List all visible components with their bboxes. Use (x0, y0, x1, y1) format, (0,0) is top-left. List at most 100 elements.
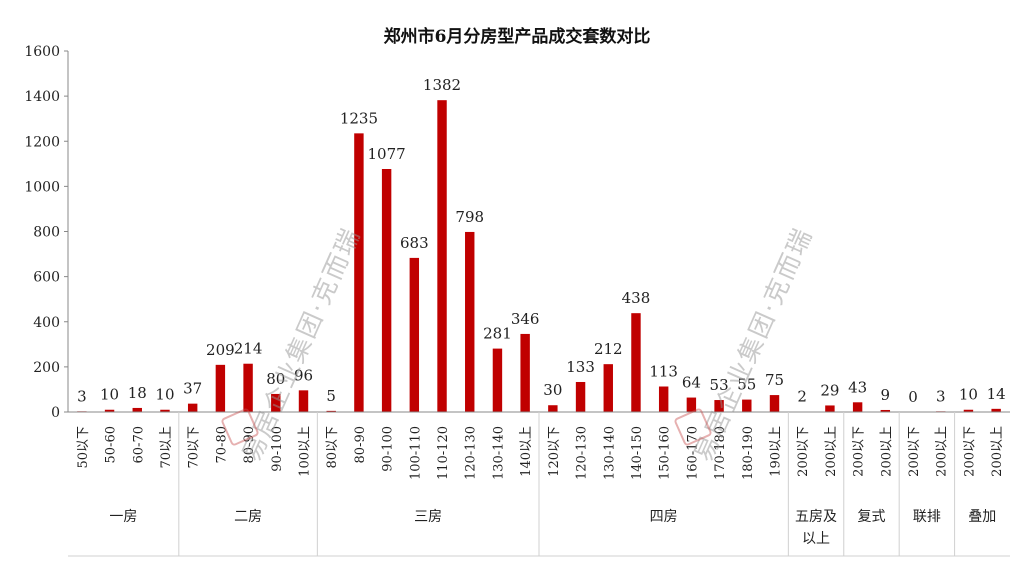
x-category-label: 70以上 (159, 426, 174, 469)
bar (160, 409, 170, 412)
x-category-label: 140以上 (519, 426, 534, 477)
bar (326, 410, 336, 412)
bar (381, 169, 392, 412)
bar (769, 395, 780, 412)
group-label: 五房及 (795, 509, 837, 525)
y-tick-label: 800 (33, 225, 60, 241)
x-category-label: 100-110 (408, 426, 423, 480)
y-tick-label: 600 (33, 270, 60, 286)
x-category-label: 200以上 (824, 426, 839, 477)
bars (77, 100, 1001, 412)
bar (825, 405, 835, 412)
x-category-label: 160-170 (685, 426, 700, 480)
group-label: 复式 (857, 508, 885, 525)
bar (880, 409, 891, 412)
bar (520, 333, 530, 412)
bar (132, 407, 142, 412)
value-label: 209 (206, 341, 235, 359)
value-label: 43 (848, 378, 867, 396)
x-category-label: 200以上 (990, 426, 1005, 477)
value-label: 10 (959, 386, 978, 404)
y-tick-label: 1200 (24, 134, 60, 150)
bar (271, 393, 281, 412)
x-category-label: 100以上 (298, 426, 313, 477)
x-category-label: 70以下 (187, 426, 202, 469)
bar (437, 100, 447, 412)
group-label: 二房 (234, 509, 262, 525)
value-label: 683 (400, 234, 429, 252)
bar (575, 381, 586, 412)
value-label: 10 (100, 386, 119, 404)
value-label: 1077 (368, 145, 406, 163)
y-axis: 0 200 400 600 800 1000 1200 1400 1600 (24, 44, 69, 421)
group-label: 联排 (913, 509, 941, 525)
value-label: 214 (234, 340, 263, 358)
x-category-label: 120以下 (547, 426, 562, 477)
x-category-label: 120-130 (575, 426, 590, 480)
x-category-label: 130-140 (491, 426, 506, 480)
value-label: 10 (155, 386, 174, 404)
value-label: 113 (649, 363, 678, 381)
value-label: 55 (737, 376, 756, 394)
bar (852, 402, 863, 412)
value-label: 281 (483, 325, 512, 343)
x-category-label: 90-100 (270, 426, 285, 472)
bar (963, 409, 974, 412)
value-label: 29 (820, 381, 839, 399)
value-label: 5 (326, 387, 336, 405)
x-category-label: 90-100 (381, 426, 396, 472)
bar (991, 408, 1001, 412)
bar (714, 400, 724, 412)
bar (465, 231, 475, 412)
bar (742, 399, 752, 412)
x-category-label: 140-150 (630, 426, 645, 480)
x-category-label: 70-80 (214, 426, 229, 463)
bar (104, 409, 115, 412)
x-category-label: 80-90 (242, 426, 257, 463)
x-category-label: 200以上 (935, 426, 950, 477)
value-label: 3 (936, 387, 946, 405)
value-label: 30 (543, 381, 562, 399)
value-label: 75 (765, 371, 784, 389)
y-tick-label: 1400 (24, 89, 60, 105)
x-category-label: 180-190 (741, 426, 756, 480)
x-category-label: 110-120 (436, 426, 451, 480)
y-tick-label: 200 (33, 360, 60, 376)
bar (492, 348, 503, 412)
bar (548, 405, 558, 412)
bar (409, 257, 420, 412)
group-label: 叠加 (968, 509, 996, 525)
x-category-label: 200以下 (852, 426, 867, 477)
value-label: 3 (77, 387, 87, 405)
value-label: 14 (987, 385, 1006, 403)
x-category-label: 200以下 (907, 426, 922, 477)
group-label: 三房 (414, 509, 442, 525)
x-category-label: 170-180 (713, 426, 728, 480)
value-label: 346 (511, 310, 540, 328)
x-category-label: 200以上 (879, 426, 894, 477)
y-tick-label: 400 (33, 315, 60, 331)
value-label: 80 (266, 370, 285, 388)
x-category-label: 120-130 (464, 426, 479, 480)
x-category-label: 130-140 (602, 426, 617, 480)
bar (603, 364, 613, 412)
value-label: 438 (622, 289, 651, 307)
x-category-label: 200以下 (796, 426, 811, 477)
value-label: 18 (128, 384, 147, 402)
bar (658, 386, 669, 412)
value-label: 37 (183, 380, 202, 398)
group-label: 一房 (109, 509, 137, 525)
x-category-label: 150-160 (658, 426, 673, 480)
group-label: 四房 (650, 509, 678, 525)
bar (215, 364, 226, 412)
bar (187, 403, 198, 412)
bar (243, 363, 253, 412)
value-label: 133 (566, 358, 595, 376)
x-category-label: 200以下 (962, 426, 977, 477)
bar (631, 313, 641, 412)
value-label: 1235 (340, 109, 378, 127)
group-label: 以上 (802, 531, 830, 547)
bar (354, 133, 364, 412)
